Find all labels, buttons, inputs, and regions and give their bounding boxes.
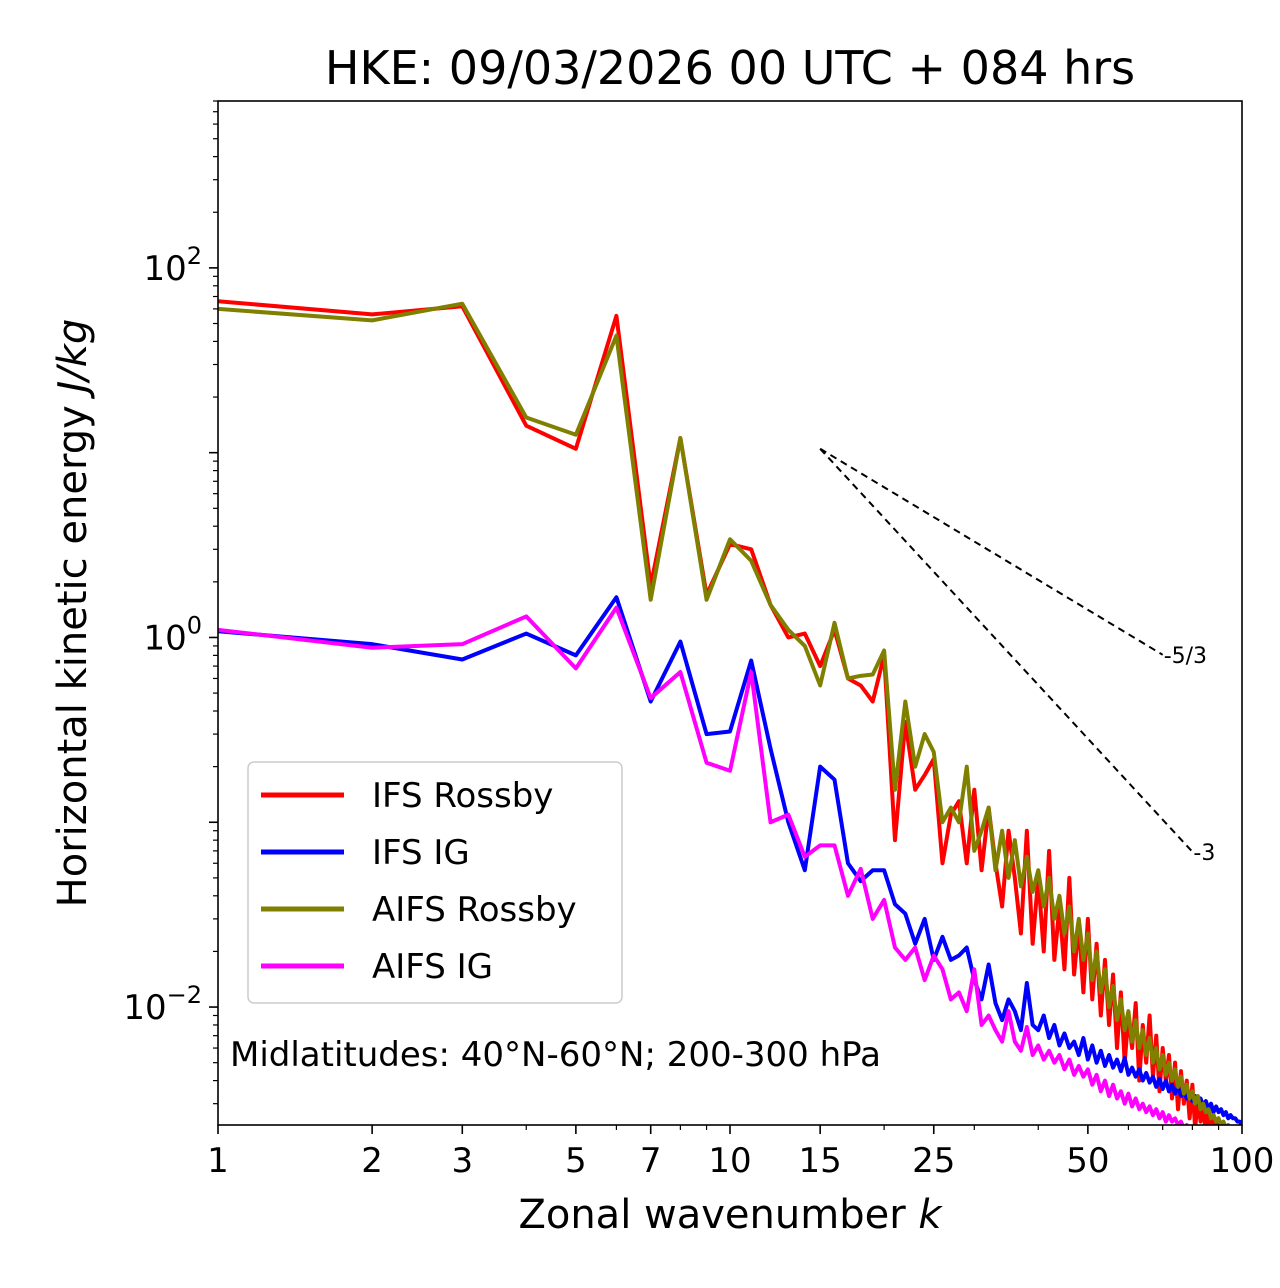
reference-line-5-3 [819,447,1164,656]
region-annotation: Midlatitudes: 40°N-60°N; 200-300 hPa [230,1035,881,1075]
x-tick-label: 5 [565,1141,587,1181]
reference-label-3: -3 [1193,841,1215,866]
x-tick-label: 10 [708,1141,751,1181]
y-axis-label-text: Horizontal kinetic energy [50,405,96,907]
series-group [218,299,1242,1125]
reference-line-3 [819,448,1194,853]
legend-box [247,761,623,1004]
y-tick-label: 100 [143,611,202,658]
x-tick-label: 1 [207,1141,229,1181]
chart-title: HKE: 09/03/2026 00 UTC + 084 hrs [325,41,1135,95]
series-line-aifs-rossby [218,301,1231,1125]
y-axis-label-unit: J/kg [50,319,96,400]
x-axis-label-text: Zonal wavenumber [518,1192,906,1238]
x-tick-label: 15 [799,1141,842,1181]
x-axis-label: Zonal wavenumber k [518,1192,943,1238]
x-axis: 1 2 3 5 7 10 15 25 50 100 [207,1125,1274,1181]
legend-label-ifs-ig: IFS IG [372,833,470,873]
y-tick-label: 102 [143,242,202,289]
legend: IFS Rossby IFS IG AIFS Rossby AIFS IG [247,761,623,1004]
x-tick-label: 7 [640,1141,662,1181]
x-tick-label: 2 [361,1141,383,1181]
legend-entries: IFS Rossby IFS IG AIFS Rossby AIFS IG [261,776,577,987]
reference-line-labels: -5/3 -3 [1164,644,1216,866]
x-tick-label: 100 [1210,1141,1275,1181]
legend-label-ifs-rossby: IFS Rossby [372,776,553,816]
y-axis-label: Horizontal kinetic energy J/kg [50,319,96,908]
reference-lines [819,447,1194,853]
legend-label-aifs-rossby: AIFS Rossby [372,890,577,930]
reference-label-5-3: -5/3 [1164,644,1207,669]
x-axis-label-var: k [918,1192,943,1238]
legend-label-aifs-ig: AIFS IG [372,947,493,987]
x-tick-label: 3 [451,1141,473,1181]
x-tick-label: 25 [912,1141,955,1181]
y-axis: 102 100 10−2 [123,100,218,1105]
y-tick-label: 10−2 [123,981,202,1028]
series-line-aifs-ig [218,605,1189,1125]
x-tick-label: 50 [1066,1141,1109,1181]
